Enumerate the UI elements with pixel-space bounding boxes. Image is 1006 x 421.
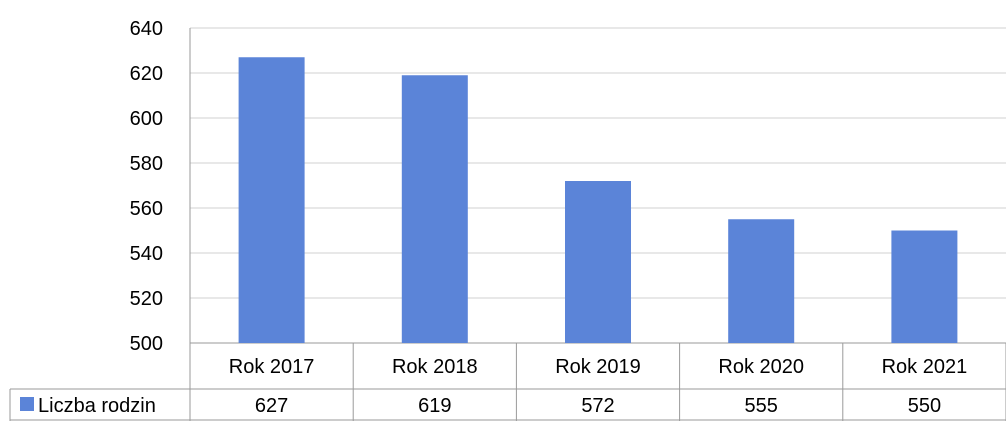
y-tick-label: 600 [130, 108, 163, 130]
data-value-label: 572 [581, 395, 614, 417]
y-tick-label: 620 [130, 63, 163, 85]
bar [238, 57, 305, 343]
y-tick-label: 580 [130, 153, 163, 175]
data-value-label: 555 [745, 395, 778, 417]
legend-series-name: Liczba rodzin [38, 395, 156, 417]
data-value-label: 627 [255, 395, 288, 417]
bar [401, 75, 468, 343]
category-label: Rok 2019 [555, 356, 641, 378]
category-label: Rok 2018 [392, 356, 478, 378]
y-tick-label: 560 [130, 198, 163, 220]
category-label: Rok 2020 [718, 356, 804, 378]
bar [565, 181, 631, 343]
bar [891, 230, 958, 343]
bars [238, 57, 958, 343]
y-tick-label: 520 [130, 288, 163, 310]
data-value-label: 619 [418, 395, 451, 417]
y-tick-label: 540 [130, 243, 163, 265]
data-value-label: 550 [908, 395, 941, 417]
legend-swatch [20, 397, 34, 411]
y-axis: 500 520 540 560 580 600 620 640 [130, 18, 191, 355]
y-tick-label: 640 [130, 18, 163, 40]
bar [728, 219, 795, 343]
y-tick-label: 500 [130, 333, 163, 355]
category-label: Rok 2021 [882, 356, 968, 378]
category-label: Rok 2017 [229, 356, 315, 378]
data-table: Rok 2017 627 Rok 2018 619 Rok 2019 572 Rok 202… [9, 343, 1006, 421]
